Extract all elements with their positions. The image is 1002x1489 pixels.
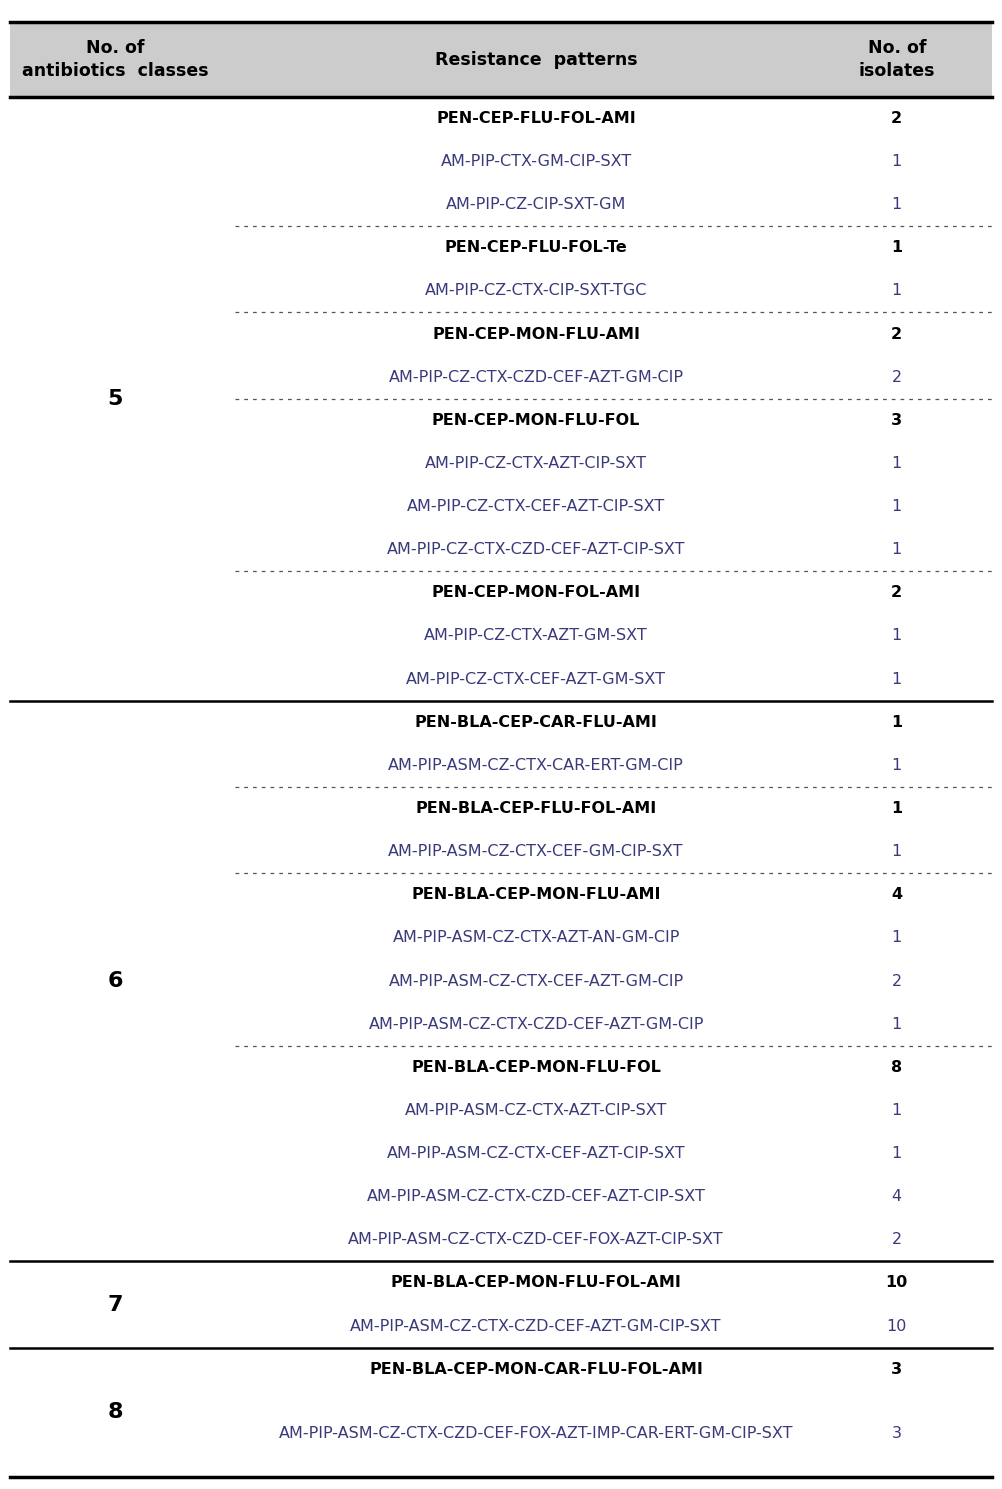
Text: AM-PIP-ASM-CZ-CTX-CEF-GM-CIP-SXT: AM-PIP-ASM-CZ-CTX-CEF-GM-CIP-SXT: [389, 844, 683, 859]
Text: AM-PIP-ASM-CZ-CTX-AZT-CIP-SXT: AM-PIP-ASM-CZ-CTX-AZT-CIP-SXT: [405, 1103, 667, 1118]
Text: No. of
isolates: No. of isolates: [859, 39, 935, 80]
Text: 3: 3: [891, 412, 903, 427]
Bar: [10, 22, 992, 97]
Text: 2: 2: [891, 110, 903, 127]
Text: 2: 2: [891, 585, 903, 600]
Text: AM-PIP-CZ-CTX-CZD-CEF-AZT-CIP-SXT: AM-PIP-CZ-CTX-CZD-CEF-AZT-CIP-SXT: [387, 542, 685, 557]
Text: 1: 1: [892, 758, 902, 773]
Text: 1: 1: [892, 1103, 902, 1118]
Text: AM-PIP-ASM-CZ-CTX-CEF-AZT-CIP-SXT: AM-PIP-ASM-CZ-CTX-CEF-AZT-CIP-SXT: [387, 1147, 685, 1161]
Text: PEN-BLA-CEP-FLU-FOL-AMI: PEN-BLA-CEP-FLU-FOL-AMI: [416, 801, 656, 816]
Text: AM-PIP-CZ-CTX-CEF-AZT-CIP-SXT: AM-PIP-CZ-CTX-CEF-AZT-CIP-SXT: [407, 499, 665, 514]
Text: 2: 2: [892, 974, 902, 989]
Text: 1: 1: [892, 1017, 902, 1032]
Text: 1: 1: [892, 1147, 902, 1161]
Text: AM-PIP-ASM-CZ-CTX-CZD-CEF-FOX-AZT-IMP-CAR-ERT-GM-CIP-SXT: AM-PIP-ASM-CZ-CTX-CZD-CEF-FOX-AZT-IMP-CA…: [279, 1426, 794, 1441]
Text: 3: 3: [891, 1362, 903, 1377]
Text: PEN-CEP-FLU-FOL-Te: PEN-CEP-FLU-FOL-Te: [445, 240, 627, 255]
Text: PEN-BLA-CEP-MON-FLU-AMI: PEN-BLA-CEP-MON-FLU-AMI: [411, 887, 661, 902]
Text: 8: 8: [891, 1060, 903, 1075]
Text: AM-PIP-ASM-CZ-CTX-CZD-CEF-AZT-GM-CIP: AM-PIP-ASM-CZ-CTX-CZD-CEF-AZT-GM-CIP: [369, 1017, 703, 1032]
Text: AM-PIP-ASM-CZ-CTX-CAR-ERT-GM-CIP: AM-PIP-ASM-CZ-CTX-CAR-ERT-GM-CIP: [388, 758, 684, 773]
Text: PEN-BLA-CEP-MON-CAR-FLU-FOL-AMI: PEN-BLA-CEP-MON-CAR-FLU-FOL-AMI: [369, 1362, 703, 1377]
Text: 1: 1: [892, 931, 902, 946]
Text: PEN-CEP-MON-FOL-AMI: PEN-CEP-MON-FOL-AMI: [432, 585, 640, 600]
Text: No. of
antibiotics  classes: No. of antibiotics classes: [22, 39, 208, 80]
Text: 2: 2: [892, 1233, 902, 1248]
Text: AM-PIP-ASM-CZ-CTX-AZT-AN-GM-CIP: AM-PIP-ASM-CZ-CTX-AZT-AN-GM-CIP: [393, 931, 679, 946]
Text: 1: 1: [891, 715, 903, 730]
Text: AM-PIP-CZ-CTX-CZD-CEF-AZT-GM-CIP: AM-PIP-CZ-CTX-CZD-CEF-AZT-GM-CIP: [389, 369, 683, 384]
Text: 1: 1: [892, 542, 902, 557]
Text: AM-PIP-CZ-CTX-AZT-GM-SXT: AM-PIP-CZ-CTX-AZT-GM-SXT: [424, 628, 648, 643]
Text: 7: 7: [107, 1294, 123, 1315]
Text: 10: 10: [886, 1276, 908, 1291]
Text: AM-PIP-ASM-CZ-CTX-CEF-AZT-GM-CIP: AM-PIP-ASM-CZ-CTX-CEF-AZT-GM-CIP: [389, 974, 683, 989]
Text: PEN-BLA-CEP-CAR-FLU-AMI: PEN-BLA-CEP-CAR-FLU-AMI: [415, 715, 657, 730]
Text: AM-PIP-CTX-GM-CIP-SXT: AM-PIP-CTX-GM-CIP-SXT: [441, 153, 631, 168]
Text: 1: 1: [892, 456, 902, 471]
Text: 1: 1: [892, 283, 902, 298]
Text: PEN-BLA-CEP-MON-FLU-FOL: PEN-BLA-CEP-MON-FLU-FOL: [411, 1060, 661, 1075]
Text: 1: 1: [892, 844, 902, 859]
Text: 5: 5: [107, 389, 123, 408]
Text: 10: 10: [887, 1319, 907, 1334]
Text: 2: 2: [891, 326, 903, 341]
Text: 1: 1: [892, 628, 902, 643]
Text: 6: 6: [107, 971, 123, 992]
Text: 8: 8: [107, 1403, 123, 1422]
Text: 1: 1: [891, 240, 903, 255]
Text: 3: 3: [892, 1426, 902, 1441]
Text: AM-PIP-CZ-CTX-CEF-AZT-GM-SXT: AM-PIP-CZ-CTX-CEF-AZT-GM-SXT: [406, 672, 666, 686]
Text: AM-PIP-CZ-CTX-CIP-SXT-TGC: AM-PIP-CZ-CTX-CIP-SXT-TGC: [425, 283, 647, 298]
Text: 1: 1: [892, 672, 902, 686]
Text: Resistance  patterns: Resistance patterns: [435, 51, 637, 68]
Text: AM-PIP-ASM-CZ-CTX-CZD-CEF-FOX-AZT-CIP-SXT: AM-PIP-ASM-CZ-CTX-CZD-CEF-FOX-AZT-CIP-SX…: [349, 1233, 723, 1248]
Text: 1: 1: [891, 801, 903, 816]
Text: 4: 4: [891, 887, 903, 902]
Text: PEN-CEP-MON-FLU-AMI: PEN-CEP-MON-FLU-AMI: [432, 326, 640, 341]
Text: 2: 2: [892, 369, 902, 384]
Text: 4: 4: [892, 1190, 902, 1205]
Text: 1: 1: [892, 153, 902, 168]
Text: AM-PIP-CZ-CIP-SXT-GM: AM-PIP-CZ-CIP-SXT-GM: [446, 197, 626, 211]
Text: AM-PIP-ASM-CZ-CTX-CZD-CEF-AZT-GM-CIP-SXT: AM-PIP-ASM-CZ-CTX-CZD-CEF-AZT-GM-CIP-SXT: [351, 1319, 721, 1334]
Text: PEN-CEP-MON-FLU-FOL: PEN-CEP-MON-FLU-FOL: [432, 412, 640, 427]
Text: AM-PIP-ASM-CZ-CTX-CZD-CEF-AZT-CIP-SXT: AM-PIP-ASM-CZ-CTX-CZD-CEF-AZT-CIP-SXT: [367, 1190, 705, 1205]
Text: 1: 1: [892, 197, 902, 211]
Text: 1: 1: [892, 499, 902, 514]
Text: PEN-CEP-FLU-FOL-AMI: PEN-CEP-FLU-FOL-AMI: [436, 110, 636, 127]
Text: AM-PIP-CZ-CTX-AZT-CIP-SXT: AM-PIP-CZ-CTX-AZT-CIP-SXT: [425, 456, 647, 471]
Text: PEN-BLA-CEP-MON-FLU-FOL-AMI: PEN-BLA-CEP-MON-FLU-FOL-AMI: [391, 1276, 681, 1291]
